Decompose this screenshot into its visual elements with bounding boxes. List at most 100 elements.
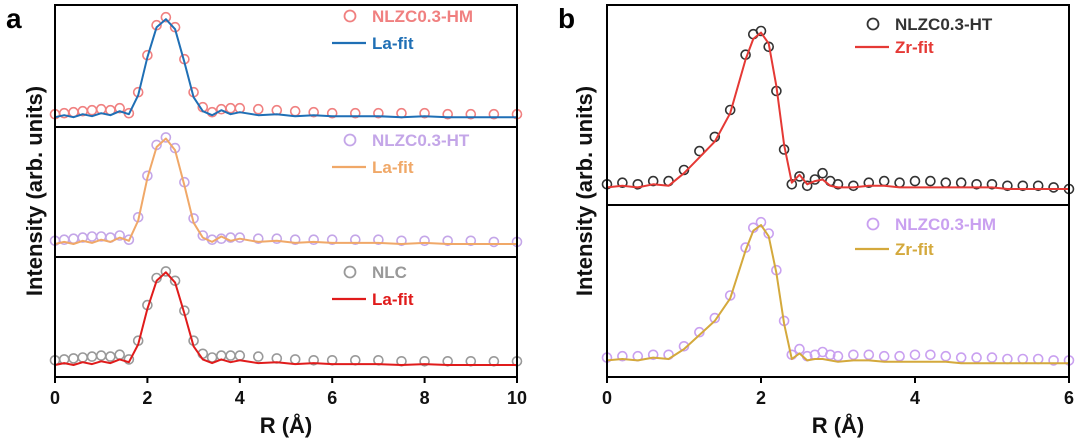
a-middle-nlzc0-3-ht-marker: [465, 235, 477, 247]
panel-b-xlabel: R (Å): [812, 412, 865, 438]
xtick-label: 2: [756, 388, 766, 408]
a-bottom-legend-label-la-fit: La-fit: [372, 290, 414, 309]
a-middle-nlzc0-3-ht-marker: [252, 233, 264, 244]
b-top-nlzc0-3-ht-marker: [817, 167, 828, 179]
b-bottom-nlzc0-3-hm-marker: [986, 352, 998, 363]
b-bottom-nlzc0-3-hm-marker: [955, 352, 967, 363]
a-middle-nlzc0-3-ht-marker: [419, 235, 430, 247]
xtick-label: 6: [1064, 388, 1074, 408]
a-middle-legend-marker-nlzc0-3-ht: [343, 133, 357, 147]
a-top-nlzc0-3-hm-marker: [114, 102, 125, 114]
b-top-nlzc0-3-ht-marker: [940, 177, 952, 188]
b-bottom-nlzc0-3-hm-marker: [1032, 353, 1044, 365]
panel-a-chart: NLZC0.3-HM La-fit NLZC0.3-HT La-fit NLC La-fi…: [22, 4, 527, 438]
a-middle-nlzc0-3-ht-marker: [197, 230, 209, 241]
a-top-nlzc0-3-hm-marker: [86, 104, 98, 116]
a-top-nlzc0-3-hm-marker: [225, 102, 236, 114]
b-bottom-nlzc0-3-hm-marker: [794, 343, 805, 355]
a-top-nlzc0-3-hm-marker: [252, 103, 264, 115]
b-top-nlzc0-3-ht-marker: [848, 180, 859, 192]
panel-b-letter: b: [558, 3, 575, 34]
a-top-nlzc0-3-hm-marker: [488, 108, 500, 120]
a-bottom-nlc-marker: [105, 351, 116, 362]
a-top-legend-label-nlzc0-3-hm: NLZC0.3-HM: [372, 7, 473, 26]
a-top-nlzc0-3-hm-marker: [465, 108, 477, 120]
a-top-la-fit-line: [54, 18, 517, 119]
a-bottom-legend-marker-nlc: [343, 265, 357, 279]
b-bottom-nlzc0-3-hm-marker: [824, 349, 836, 361]
xtick-label: 0: [50, 388, 60, 408]
b-bottom-nlzc0-3-hm-marker: [617, 350, 628, 362]
xtick-label: 4: [235, 388, 245, 408]
b-bottom-nlzc0-3-hm-marker: [909, 349, 921, 361]
b-bottom-nlzc0-3-hm-marker: [1017, 353, 1029, 365]
a-middle-nlzc0-3-ht-marker: [234, 232, 246, 243]
a-bottom-nlc-marker: [86, 351, 98, 362]
a-middle-legend-label-la-fit: La-fit: [372, 158, 414, 177]
b-bottom-legend-marker-nlzc0-3-hm: [866, 217, 880, 231]
b-top-legend-marker-nlzc0-3-ht: [866, 17, 880, 31]
panel-b-frame: [606, 4, 1070, 378]
b-bottom-nlzc0-3-hm-marker: [709, 312, 721, 324]
panel-a-ylabel: Intensity (arb. units): [22, 86, 47, 296]
a-bottom-nlc-marker: [308, 354, 320, 366]
b-bottom-nlzc0-3-hm-marker: [848, 349, 859, 361]
xtick-label: 8: [420, 388, 430, 408]
b-bottom-nlzc0-3-hm-marker: [878, 350, 890, 362]
b-top-nlzc0-3-ht-marker: [794, 171, 805, 182]
b-top-nlzc0-3-ht-marker: [801, 180, 813, 192]
a-top-nlzc0-3-hm-marker: [289, 105, 301, 117]
a-middle-nlzc0-3-ht-marker: [289, 234, 301, 245]
b-bottom-legend-label-zr-fit: Zr-fit: [895, 240, 934, 259]
b-top-nlzc0-3-ht-marker: [647, 175, 659, 187]
panel-a-frame: [54, 4, 518, 378]
a-bottom-nlc-marker: [252, 351, 264, 362]
b-top-nlzc0-3-ht-marker: [755, 25, 767, 37]
a-middle-nlzc0-3-ht-marker: [442, 235, 454, 247]
panel-b-ylabel: Intensity (arb. units): [572, 86, 597, 296]
b-bottom-plot: NLZC0.3-HM Zr-fit: [601, 215, 1075, 366]
a-middle-nlzc0-3-ht-marker: [326, 234, 338, 245]
b-top-legend-label-nlzc0-3-ht: NLZC0.3-HT: [895, 15, 993, 34]
a-top-nlzc0-3-hm-marker: [160, 11, 172, 23]
b-top-plot: NLZC0.3-HT Zr-fit: [601, 15, 1075, 195]
b-top-nlzc0-3-ht-marker: [632, 179, 644, 190]
b-top-nlzc0-3-ht-marker: [1002, 180, 1013, 192]
xtick-label: 10: [507, 388, 527, 408]
b-top-nlzc0-3-ht-marker: [894, 177, 905, 188]
a-middle-nlzc0-3-ht-marker: [488, 236, 500, 248]
a-top-plot: NLZC0.3-HM La-fit: [49, 7, 523, 120]
b-bottom-nlzc0-3-hm-marker: [647, 349, 659, 361]
xtick-label: 6: [327, 388, 337, 408]
a-middle-nlzc0-3-ht-marker: [308, 234, 320, 245]
b-bottom-zr-fit-line: [606, 224, 1069, 365]
b-bottom-nlzc0-3-hm-marker: [925, 349, 936, 361]
a-middle-plot: NLZC0.3-HT La-fit: [49, 131, 523, 248]
b-bottom-legend-label-nlzc0-3-hm: NLZC0.3-HM: [895, 215, 996, 234]
b-top-nlzc0-3-ht-marker: [955, 177, 967, 188]
panel-b-chart: NLZC0.3-HT Zr-fit NLZC0.3-HM Zr-fit 0 2 4 6 R …: [572, 4, 1075, 438]
a-middle-nlzc0-3-ht-marker: [86, 231, 98, 242]
b-bottom-nlzc0-3-hm-marker: [940, 350, 952, 362]
b-top-nlzc0-3-ht-marker: [909, 175, 921, 187]
b-bottom-nlzc0-3-hm-marker: [894, 350, 905, 362]
xtick-label: 4: [910, 388, 920, 408]
a-top-nlzc0-3-hm-marker: [373, 107, 384, 119]
a-middle-legend-label-nlzc0-3-ht: NLZC0.3-HT: [372, 131, 470, 150]
a-bottom-nlc-marker: [95, 350, 107, 361]
b-top-nlzc0-3-ht-marker: [878, 175, 890, 187]
b-top-nlzc0-3-ht-marker: [832, 179, 844, 190]
a-bottom-plot: NLC La-fit: [49, 263, 523, 367]
a-top-nlzc0-3-hm-marker: [308, 106, 320, 118]
b-top-nlzc0-3-ht-marker: [986, 179, 998, 190]
b-top-nlzc0-3-ht-marker: [1032, 180, 1044, 192]
a-middle-nlzc0-3-ht-marker: [349, 234, 361, 245]
a-top-nlzc0-3-hm-marker: [349, 107, 361, 119]
b-bottom-nlzc0-3-hm-marker: [971, 352, 982, 363]
a-top-legend-marker-nlzc0-3-hm: [343, 9, 357, 23]
b-top-nlzc0-3-ht-marker: [925, 175, 936, 187]
b-top-zr-fit-line: [606, 31, 1069, 190]
b-top-nlzc0-3-ht-marker: [863, 177, 875, 188]
a-bottom-nlc-marker: [160, 266, 172, 277]
